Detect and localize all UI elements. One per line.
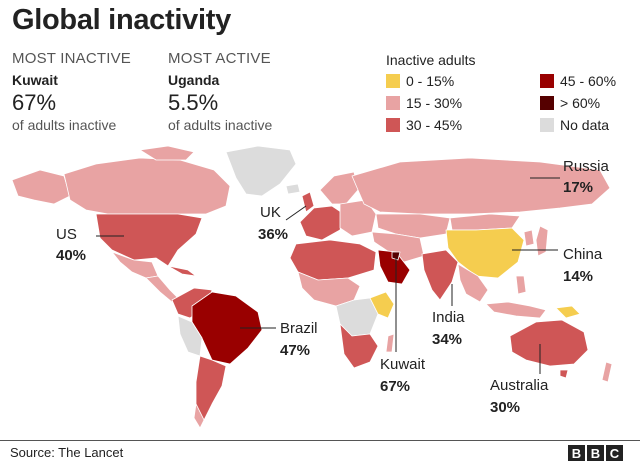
legend-label: 45 - 60% [560,73,617,89]
region-korea [523,229,535,247]
label-us-name: US [56,226,77,243]
legend-item-0-15: 0 - 15% [386,73,454,89]
region-mongolia [449,213,521,231]
label-china-name: China [563,246,603,263]
region-indonesia-east [555,305,581,319]
region-central-asia [375,213,451,239]
legend-swatch [540,96,554,110]
region-new-zealand [601,361,613,383]
label-australia-name: Australia [490,377,549,394]
label-kuwait-name: Kuwait [380,356,426,373]
region-indonesia [485,301,547,319]
legend-label: 15 - 30% [406,95,463,111]
region-alaska [11,169,71,205]
legend-swatch [386,96,400,110]
label-uk-value: 36% [258,226,289,243]
legend-title: Inactive adults [386,52,476,68]
region-patagonia [193,403,205,429]
bbc-logo-letter: B [587,445,604,461]
legend-label: No data [560,117,610,133]
region-india [421,249,459,301]
region-australia [509,319,589,367]
label-uk-name: UK [260,204,281,221]
most-active-heading: MOST ACTIVE [168,50,271,67]
region-uk [301,191,315,213]
most-active-sub: of adults inactive [168,117,273,133]
bbc-logo: B B C [568,445,623,461]
region-tasmania [559,369,569,379]
region-philippines [515,275,527,295]
leader-uk [285,205,307,221]
bbc-logo-letter: B [568,445,585,461]
source-text: Source: The Lancet [10,445,124,460]
region-argentina [195,355,227,421]
legend-item-no-data: No data [540,117,609,133]
label-russia-value: 17% [563,179,594,196]
legend-swatch [540,118,554,132]
legend-item-15-30: 15 - 30% [386,95,462,111]
label-brazil-value: 47% [280,342,311,359]
region-southeast-asia [457,263,489,303]
region-north-africa [289,239,377,281]
label-brazil-name: Brazil [280,320,318,337]
label-kuwait-value: 67% [380,378,411,395]
most-inactive-heading: MOST INACTIVE [12,50,132,67]
legend-item-45-60: 45 - 60% [540,73,616,89]
region-russia [351,157,611,215]
footer-divider [0,440,640,441]
region-central-america [145,275,179,303]
region-turkey-iran [371,231,425,263]
most-inactive-value: 67% [12,90,57,115]
world-map [11,145,613,429]
legend-item-30-45: 30 - 45% [386,117,462,133]
label-india-name: India [432,309,465,326]
region-kuwait [391,251,401,261]
legend-label: 0 - 15% [406,73,455,89]
label-china-value: 14% [563,268,594,285]
legend-swatch [540,74,554,88]
most-inactive-country: Kuwait [12,72,58,88]
region-east-africa [369,291,395,319]
label-india-value: 34% [432,331,463,348]
legend-swatch [386,118,400,132]
region-caribbean [167,265,197,277]
region-us [95,213,203,267]
label-russia-name: Russia [563,158,609,175]
legend-label: 30 - 45% [406,117,463,133]
page-title: Global inactivity [12,4,231,36]
bbc-logo-letter: C [606,445,623,461]
region-china [445,227,525,279]
legend-label: > 60% [560,95,601,111]
label-australia-value: 30% [490,399,521,416]
region-southern-africa [339,323,379,369]
most-active-country: Uganda [168,72,220,88]
region-canada [63,157,231,215]
region-greenland [225,145,297,197]
region-arctic-islands [139,145,195,161]
most-inactive-sub: of adults inactive [12,117,117,133]
region-iceland [285,183,301,195]
legend-item-over-60: > 60% [540,95,600,111]
region-japan [535,225,549,257]
legend-swatch [386,74,400,88]
region-madagascar [385,333,395,353]
label-us-value: 40% [56,247,87,264]
most-active-value: 5.5% [168,90,219,115]
